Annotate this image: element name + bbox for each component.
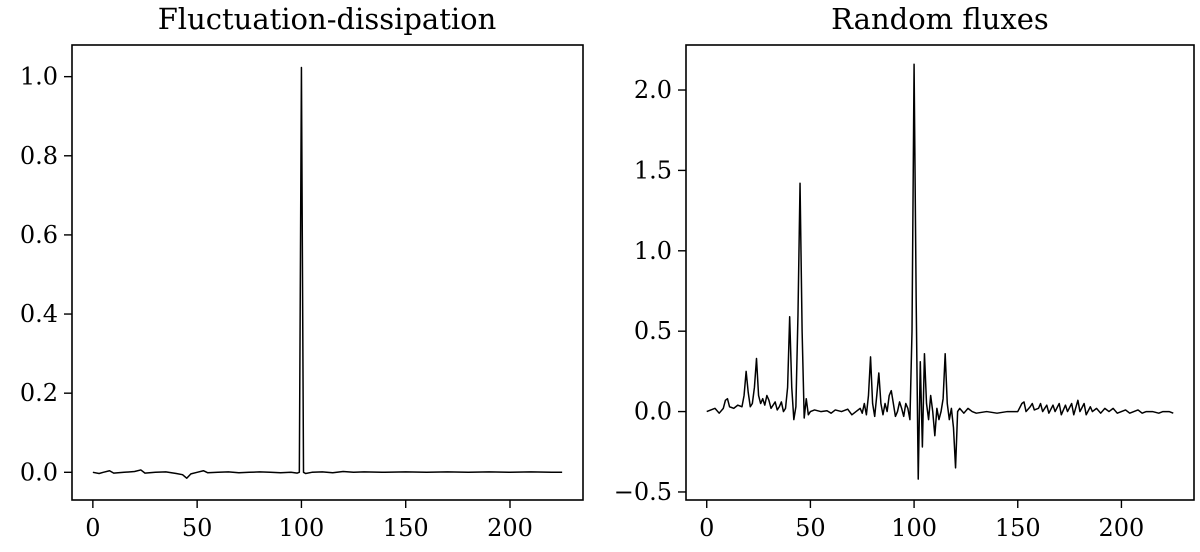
x-tick-label-200: 200 bbox=[487, 514, 533, 542]
x-tick-label-0: 0 bbox=[699, 514, 714, 542]
series-line bbox=[92, 66, 563, 479]
y-tick-label-0-4: 0.4 bbox=[20, 300, 58, 328]
chart-title: Fluctuation-dissipation bbox=[158, 2, 497, 36]
x-tick-label-100: 100 bbox=[279, 514, 325, 542]
y-tick-label-0-0: 0.0 bbox=[20, 458, 58, 486]
y-tick-label-0-0: 0.0 bbox=[634, 398, 672, 426]
plot-frame bbox=[71, 44, 584, 501]
plot-frame bbox=[685, 44, 1195, 501]
x-tick-label-100: 100 bbox=[891, 514, 937, 542]
y-tick-label-0-8: 0.8 bbox=[20, 142, 58, 170]
y-tick-label-0-2: 0.2 bbox=[20, 379, 58, 407]
y-tick-label-1-5: 1.5 bbox=[634, 156, 672, 184]
x-tick-label-150: 150 bbox=[995, 514, 1041, 542]
x-tick-label-150: 150 bbox=[383, 514, 429, 542]
chart-panel-fluctuation-dissipation: Fluctuation-dissipation 0 50 100 150 200 0.0 0… bbox=[20, 2, 584, 542]
chart-title: Random fluxes bbox=[831, 2, 1049, 36]
y-tick-label-1-0: 1.0 bbox=[20, 63, 58, 91]
y-tick-label-1-0: 1.0 bbox=[634, 237, 672, 265]
x-tick-label-50: 50 bbox=[795, 514, 826, 542]
series-line bbox=[706, 63, 1174, 480]
y-tick-label-0-6: 0.6 bbox=[20, 221, 58, 249]
y-tick-label-2-0: 2.0 bbox=[634, 76, 672, 104]
chart-panel-random-fluxes: Random fluxes 0 50 100 150 200 −0.5 0.0 0.5 1.0 1… bbox=[614, 2, 1195, 542]
y-tick-label-minus0-5: −0.5 bbox=[614, 478, 672, 506]
x-tick-label-0: 0 bbox=[85, 514, 100, 542]
x-tick-label-200: 200 bbox=[1099, 514, 1145, 542]
x-tick-label-50: 50 bbox=[182, 514, 213, 542]
y-tick-label-0-5: 0.5 bbox=[634, 317, 672, 345]
